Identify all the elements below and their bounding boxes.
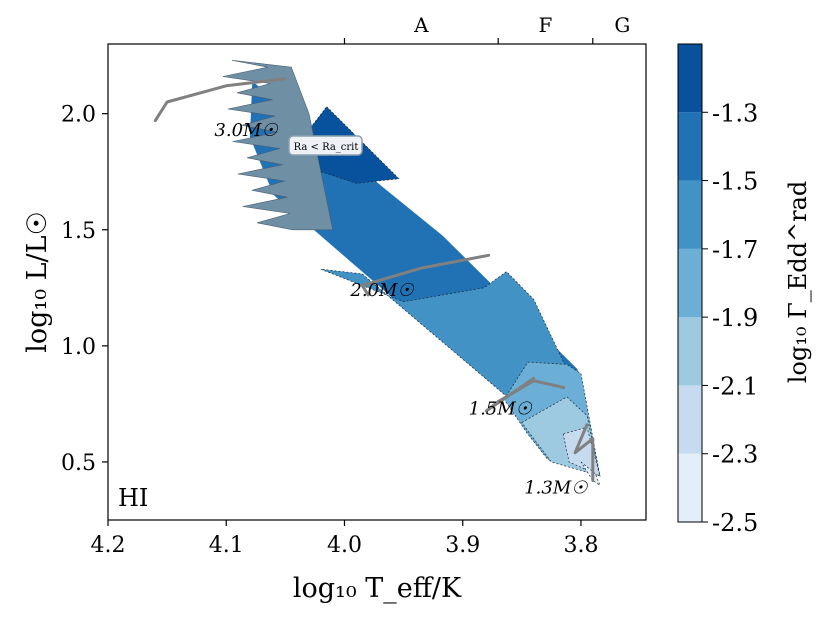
y-tick-label-0: 0.5	[61, 451, 96, 476]
y-tick-label-3: 2.0	[61, 103, 96, 128]
x-tick-label-4: 3.8	[563, 533, 598, 558]
top-label-2: G	[614, 13, 630, 37]
colorbar-tick-label-5: -1.5	[712, 168, 758, 196]
colorbar-band-2	[678, 317, 702, 386]
y-axis-label: log₁₀ L/L☉	[22, 211, 53, 353]
track-line-2	[484, 376, 566, 413]
x-axis-label: log₁₀ T_eff/K	[293, 573, 462, 604]
colorbar-band-5	[678, 112, 702, 181]
colorbar-tick-label-3: -1.9	[712, 304, 758, 332]
track-label-1: 2.0M☉	[349, 280, 414, 301]
colorbar-frame	[677, 43, 703, 523]
colorbar: -2.5 -2.3 -2.1 -1.9 -1.7 -1.5 -1.3	[677, 43, 758, 537]
contour-region-1	[320, 268, 601, 477]
y-tick-label-1: 1.0	[61, 335, 96, 360]
colorbar-band-3	[678, 248, 702, 318]
track-label-0: 3.0M☉	[214, 120, 278, 141]
colorbar-tick-label-2: -2.1	[712, 372, 758, 400]
colorbar-tick-label-4: -1.7	[712, 236, 758, 264]
plot-frame	[107, 43, 647, 521]
top-label-1: F	[539, 13, 553, 37]
colorbar-band-6	[678, 44, 702, 113]
panel-label: HI	[118, 484, 148, 512]
colorbar-tick-label-6: -1.3	[712, 99, 758, 127]
track-line-0	[153, 77, 287, 123]
top-label-0: A	[413, 13, 429, 37]
track-label-3: 1.3M☉	[524, 477, 588, 498]
colorbar-band-0	[678, 453, 702, 522]
x-tick-label-3: 3.9	[445, 533, 480, 558]
colorbar-tick-label-0: -2.5	[712, 509, 758, 537]
colorbar-band-1	[678, 385, 702, 454]
critical-region-shape	[222, 60, 334, 231]
x-tick-label-2: 4.0	[327, 533, 362, 558]
critical-region	[222, 60, 334, 231]
track-line-3	[573, 423, 595, 482]
x-tick-label-1: 4.1	[209, 533, 244, 558]
critical-label: Ra < Ra_crit	[294, 142, 359, 153]
x-tick-label-0: 4.2	[91, 533, 126, 558]
colorbar-band-4	[678, 180, 702, 249]
y-tick-label-2: 1.5	[61, 219, 96, 244]
track-line-1	[360, 253, 491, 297]
track-label-2: 1.5M☉	[469, 399, 533, 420]
axes: 4.2 4.1 4.0 3.9 3.8 0.5 1.0 1.5 2.0	[61, 103, 598, 558]
colorbar-tick-label-1: -2.3	[712, 441, 758, 469]
track-labels: 3.0M☉ 2.0M☉ 1.5M☉ 1.3M☉	[214, 120, 588, 499]
evolution-tracks	[153, 77, 595, 482]
contour-region-6	[580, 461, 601, 487]
contour-region-4	[562, 426, 601, 477]
plot-area	[153, 60, 601, 487]
critical-label-box: Ra < Ra_crit	[288, 135, 363, 156]
colorbar-label: log₁₀ Γ_Edd^rad	[784, 181, 812, 384]
